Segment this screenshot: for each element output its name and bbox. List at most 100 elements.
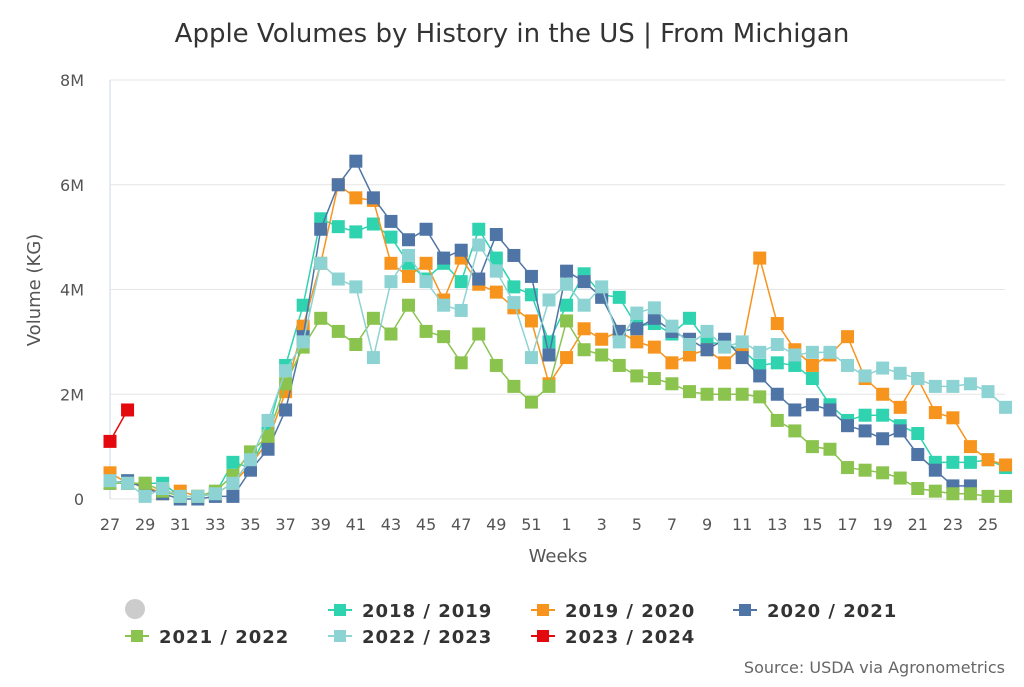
point (349, 280, 363, 294)
point (770, 356, 784, 370)
point (770, 337, 784, 351)
point (261, 413, 275, 427)
series-line (109, 217, 1006, 498)
point (472, 238, 486, 252)
point (331, 220, 345, 234)
point (612, 324, 626, 338)
point (524, 395, 538, 409)
point (876, 361, 890, 375)
point (963, 440, 977, 454)
x-tick-label: 1 (561, 515, 571, 534)
point (876, 432, 890, 446)
x-tick-label: 5 (632, 515, 642, 534)
point (911, 372, 925, 386)
x-tick-label: 11 (732, 515, 752, 534)
point (682, 348, 696, 362)
point (331, 178, 345, 192)
point (876, 466, 890, 480)
point (349, 154, 363, 168)
point (507, 248, 521, 262)
point (963, 487, 977, 501)
point (665, 356, 679, 370)
point (788, 348, 802, 362)
point (665, 377, 679, 391)
point (472, 222, 486, 236)
point (542, 348, 556, 362)
point (876, 408, 890, 422)
point (647, 311, 661, 325)
point (542, 379, 556, 393)
point (911, 447, 925, 461)
x-tick-label: 27 (100, 515, 120, 534)
point (928, 379, 942, 393)
point (226, 489, 240, 503)
x-tick-label: 9 (702, 515, 712, 534)
point (893, 471, 907, 485)
point (454, 356, 468, 370)
point (700, 343, 714, 357)
point (402, 269, 416, 283)
point (489, 228, 503, 242)
point (999, 458, 1013, 472)
point (805, 372, 819, 386)
x-tick-label: 25 (978, 515, 998, 534)
x-tick-label: 15 (802, 515, 822, 534)
y-tick-label: 6M (60, 176, 84, 195)
source: Source: USDA via Agronometrics (744, 658, 1005, 677)
point (928, 406, 942, 420)
point (770, 317, 784, 331)
y-tick-label: 0 (74, 490, 84, 509)
point (507, 296, 521, 310)
point (682, 337, 696, 351)
series-line (110, 303, 1006, 498)
point (911, 482, 925, 496)
point (560, 298, 574, 312)
legend-marker (334, 604, 346, 616)
x-tick-label: 3 (597, 515, 607, 534)
point (366, 217, 380, 231)
point (156, 482, 170, 496)
point (542, 293, 556, 307)
point (911, 427, 925, 441)
point (630, 369, 644, 383)
point (524, 314, 538, 328)
x-tick-label: 21 (908, 515, 928, 534)
point (788, 358, 802, 372)
point (999, 400, 1013, 414)
legend-marker (537, 604, 549, 616)
point (402, 298, 416, 312)
point (735, 351, 749, 365)
point (928, 484, 942, 498)
x-tick-label: 29 (135, 515, 155, 534)
point (700, 324, 714, 338)
point (753, 251, 767, 265)
point (946, 487, 960, 501)
x-tick-label: 39 (311, 515, 331, 534)
point (981, 453, 995, 467)
point (928, 463, 942, 477)
point (243, 463, 257, 477)
legend-marker (131, 630, 143, 642)
point (805, 358, 819, 372)
point (805, 440, 819, 454)
point (103, 474, 117, 488)
x-tick-label: 47 (451, 515, 471, 534)
point (384, 230, 398, 244)
x-tick-label: 7 (667, 515, 677, 534)
point (630, 335, 644, 349)
x-tick-label: 31 (170, 515, 190, 534)
point (735, 335, 749, 349)
point (981, 385, 995, 399)
point (981, 489, 995, 503)
point (823, 345, 837, 359)
x-tick-label: 45 (416, 515, 436, 534)
point (946, 455, 960, 469)
point (805, 345, 819, 359)
x-tick-label: 51 (521, 515, 541, 534)
point (682, 385, 696, 399)
point (419, 324, 433, 338)
series-line (109, 243, 1007, 498)
point (138, 489, 152, 503)
x-tick-label: 23 (943, 515, 963, 534)
